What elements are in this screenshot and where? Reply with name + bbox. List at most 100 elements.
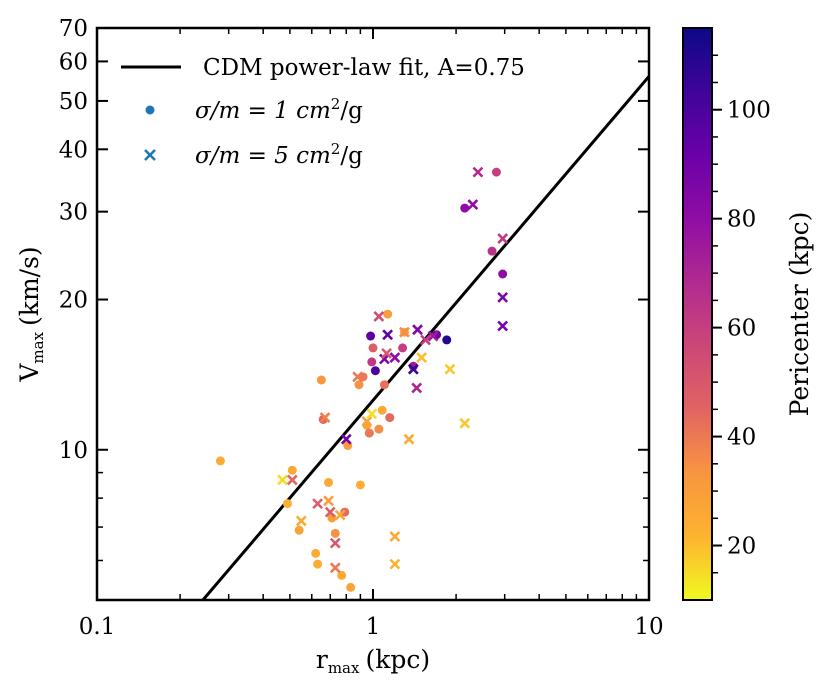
y-tick-label: 10 <box>59 438 88 464</box>
data-point-x-stroke <box>407 363 419 375</box>
legend-x-sup: 2 <box>331 140 341 158</box>
data-point-dot <box>294 525 304 535</box>
data-point-dot <box>324 477 334 487</box>
data-point-x-stroke <box>403 433 415 445</box>
data-point-x <box>329 562 341 574</box>
plot-data-layer <box>201 75 649 600</box>
data-point-x <box>416 352 428 364</box>
data-point-x-stroke <box>312 498 324 510</box>
data-point-dot <box>355 480 365 490</box>
data-point-x-stroke <box>334 509 346 521</box>
legend-x-prefix: σ/m = 5 cm <box>195 143 331 169</box>
data-point-x-stroke <box>323 495 334 507</box>
data-point-x <box>312 498 324 510</box>
data-point-x-stroke <box>366 408 378 420</box>
data-point-dot <box>364 428 374 438</box>
legend: CDM power-law fit, A=0.75 σ/m = 1 cm2/g … <box>121 55 525 169</box>
data-point-x-stroke <box>497 233 509 244</box>
x-tick-label: 10 <box>634 614 663 640</box>
data-point-x-stroke <box>340 433 352 445</box>
y-axis-label: Vmax(km/s) <box>15 246 47 382</box>
data-point-x-stroke <box>497 320 509 332</box>
data-point-dot <box>383 309 393 319</box>
scatter-points <box>215 166 509 592</box>
data-point-dot <box>282 499 292 509</box>
legend-dot-prefix: σ/m = 1 cm <box>195 98 331 124</box>
legend-label-fit: CDM power-law fit, A=0.75 <box>203 55 525 81</box>
data-point-dot <box>377 405 387 415</box>
x-axis-label: rmax (kpc) <box>316 645 430 677</box>
data-point-dot <box>346 582 356 592</box>
data-point-x-stroke <box>286 474 298 486</box>
legend-dot-suffix: /g <box>340 98 363 124</box>
data-point-x-stroke <box>389 531 401 542</box>
data-point-x <box>295 515 307 527</box>
data-point-x <box>286 474 298 486</box>
y-tick-label: 40 <box>59 137 88 163</box>
colorbar-gradient <box>682 27 713 601</box>
data-point-x <box>389 352 401 364</box>
legend-x-stroke <box>144 149 156 161</box>
colorbar-tick-label: 20 <box>727 534 756 560</box>
y-tick-label: 50 <box>59 89 88 115</box>
tick-labels: 0.1 1 10 10 20 30 40 50 60 70 <box>59 16 664 640</box>
data-point-x <box>352 371 364 383</box>
data-point-x-stroke <box>361 415 373 427</box>
data-point-dot <box>379 380 389 390</box>
colorbar-tick-label: 60 <box>727 316 756 342</box>
data-point-x-stroke <box>389 352 401 364</box>
data-point-x-stroke <box>319 412 331 424</box>
data-point-x <box>411 382 423 394</box>
data-point-x <box>389 558 401 570</box>
data-point-dot <box>374 424 384 434</box>
data-point-dot <box>215 456 225 466</box>
data-point-x <box>329 537 341 549</box>
legend-label-dot: σ/m = 1 cm2/g <box>195 95 363 124</box>
data-point-x <box>427 330 439 342</box>
x-tick-label: 1 <box>366 614 381 640</box>
data-point-x <box>459 417 471 429</box>
data-point-x <box>381 347 393 359</box>
data-point-dot <box>442 335 452 345</box>
data-point-x-stroke <box>329 562 341 574</box>
data-point-x-stroke <box>324 506 336 518</box>
data-point-x-stroke <box>381 347 393 359</box>
data-point-x-stroke <box>459 417 471 429</box>
data-point-dot <box>460 203 470 213</box>
data-point-x-stroke <box>277 474 288 486</box>
data-point-x <box>334 509 346 521</box>
data-point-dot <box>311 548 321 558</box>
data-point-x <box>412 324 423 336</box>
data-point-x <box>382 329 394 341</box>
y-tick-label: 20 <box>59 288 88 314</box>
data-point-x-stroke <box>352 371 364 383</box>
data-point-x <box>373 311 385 322</box>
data-point-x-stroke <box>373 311 385 322</box>
data-point-x <box>319 412 331 424</box>
legend-x-marker <box>144 149 156 161</box>
data-point-x-stroke <box>399 326 410 338</box>
data-point-x-stroke <box>497 291 509 303</box>
data-point-x <box>467 199 479 210</box>
y-tick-label: 70 <box>59 16 88 42</box>
y-tick-label: 60 <box>59 49 88 75</box>
data-point-x-stroke <box>467 199 479 210</box>
data-point-x <box>340 433 352 445</box>
data-point-x <box>323 495 334 507</box>
data-point-x-stroke <box>412 324 423 336</box>
legend-dot-marker <box>145 105 155 115</box>
plot-frame <box>95 26 651 602</box>
data-point-x <box>366 408 378 420</box>
data-point-dot <box>398 343 408 353</box>
colorbar-label: Pericenter (kpc) <box>785 212 814 417</box>
legend-dot-sup: 2 <box>331 95 341 113</box>
data-point-dot <box>366 331 376 341</box>
data-point-dot <box>367 357 377 367</box>
y-tick-label: 30 <box>59 200 88 226</box>
data-point-x <box>407 363 419 375</box>
data-point-x-stroke <box>411 382 423 394</box>
data-point-dot <box>337 570 347 580</box>
data-point-x-stroke <box>416 352 428 364</box>
colorbar-tick-label: 40 <box>727 425 756 451</box>
